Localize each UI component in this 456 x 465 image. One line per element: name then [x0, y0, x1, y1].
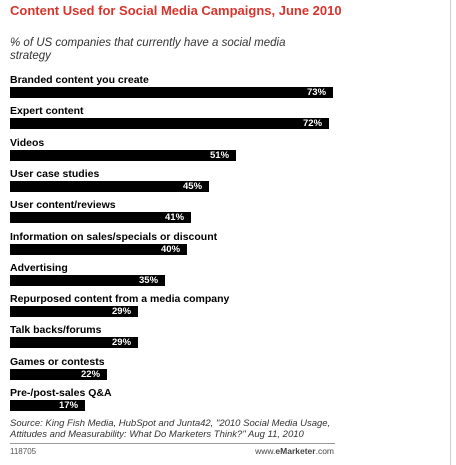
- bar: [10, 149, 236, 161]
- footer-divider: [10, 443, 335, 444]
- chart-subtitle: % of US companies that currently have a …: [10, 37, 286, 62]
- bar: [10, 400, 85, 411]
- bar: [10, 180, 209, 192]
- bar-value-label: 35%: [139, 274, 159, 286]
- bar: [10, 212, 191, 224]
- logo-suffix: .com: [315, 446, 334, 456]
- category-label: Advertising: [10, 261, 68, 274]
- category-label: Games or contests: [10, 355, 105, 368]
- category-label: Information on sales/specials or discoun…: [10, 230, 218, 243]
- bar-value-label: 51%: [210, 149, 230, 161]
- source-note: Source: King Fish Media, HubSpot and Jun…: [10, 418, 331, 440]
- bar: [10, 87, 333, 98]
- bar-value-label: 17%: [59, 400, 79, 411]
- bar: [10, 368, 107, 380]
- category-label: Pre-/post-sales Q&A: [10, 387, 112, 399]
- category-label: Repurposed content from a media company: [10, 293, 230, 306]
- category-label: Videos: [10, 136, 45, 149]
- bar-value-label: 29%: [112, 337, 132, 349]
- bar: [10, 306, 138, 318]
- category-label: Talk backs/forums: [10, 324, 102, 337]
- logo-prefix: www.: [255, 446, 276, 456]
- category-label: Branded content you create: [10, 74, 149, 86]
- logo-brand: eMarketer: [275, 446, 316, 456]
- category-label: Expert content: [10, 105, 84, 118]
- bar-value-label: 72%: [303, 118, 323, 130]
- emarketer-logo: www.eMarketer.com: [248, 446, 334, 456]
- category-label: User content/reviews: [10, 199, 116, 212]
- bar: [10, 243, 187, 255]
- bar-value-label: 29%: [112, 306, 132, 318]
- bar: [10, 118, 329, 130]
- bar-value-label: 45%: [183, 180, 203, 192]
- bar: [10, 274, 165, 286]
- bar-value-label: 73%: [307, 87, 327, 98]
- bar-value-label: 41%: [165, 212, 185, 224]
- frame-border: [450, 0, 451, 465]
- bar: [10, 337, 138, 349]
- category-label: User case studies: [10, 167, 100, 180]
- chart-title: Content Used for Social Media Campaigns,…: [10, 3, 342, 18]
- chart-id: 118705: [10, 447, 37, 456]
- bar-value-label: 22%: [81, 368, 101, 380]
- bar-value-label: 40%: [161, 243, 181, 255]
